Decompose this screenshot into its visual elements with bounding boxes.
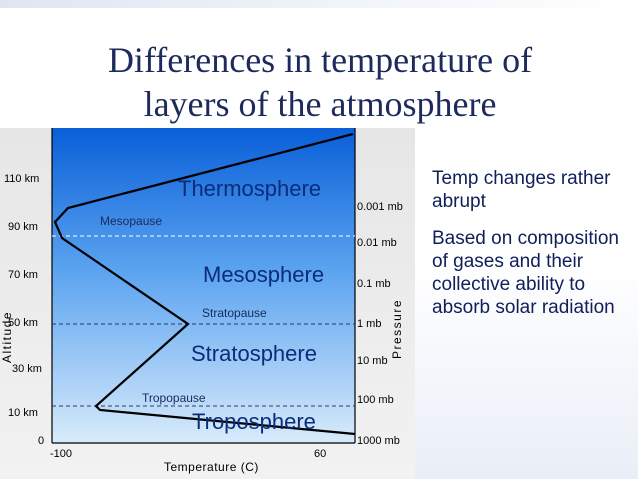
- label-troposphere: Troposphere: [192, 409, 316, 434]
- pres-tick-10: 10 mb: [357, 355, 388, 367]
- sky-gradient: [52, 128, 355, 443]
- alt-tick-90: 90 km: [8, 221, 38, 233]
- alt-tick-10: 10 km: [8, 407, 38, 419]
- atmosphere-diagram: Thermosphere Mesosphere Stratosphere Tro…: [0, 128, 415, 479]
- title-line-2: layers of the atmosphere: [143, 84, 497, 124]
- alt-tick-70: 70 km: [8, 269, 38, 281]
- slide-title: Differences in temperature of layers of …: [60, 38, 580, 126]
- bullet-2: Based on composition of gases and their …: [432, 228, 619, 318]
- pres-tick-0001: 0.001 mb: [357, 201, 403, 213]
- label-mesopause: Mesopause: [100, 214, 162, 228]
- label-stratosphere: Stratosphere: [191, 341, 317, 366]
- label-mesosphere: Mesosphere: [203, 262, 324, 287]
- pres-tick-01: 0.1 mb: [357, 278, 391, 290]
- temperature-profile-line: [53, 132, 356, 436]
- alt-tick-0: 0: [38, 435, 44, 447]
- pres-tick-100: 100 mb: [357, 394, 394, 406]
- pressure-axis-label: Pressure: [390, 299, 404, 359]
- bullet-1: Temp changes rather abrupt: [432, 168, 611, 212]
- slide-accent-bar: [0, 0, 638, 8]
- altitude-axis-label: Altitude: [0, 311, 14, 363]
- pres-tick-001: 0.01 mb: [357, 237, 397, 249]
- label-stratopause: Stratopause: [202, 306, 267, 320]
- temp-tick-60: 60: [314, 448, 326, 460]
- temp-tick-minus100: -100: [50, 448, 72, 460]
- label-thermosphere: Thermosphere: [178, 176, 321, 201]
- alt-tick-110: 110 km: [4, 173, 39, 185]
- label-tropopause: Tropopause: [142, 391, 206, 405]
- temperature-axis-label: Temperature (C): [164, 460, 259, 474]
- pres-tick-1000: 1000 mb: [357, 435, 400, 447]
- alt-tick-30: 30 km: [12, 363, 42, 375]
- alt-tick-50: 50 km: [8, 317, 38, 329]
- pres-tick-1: 1 mb: [357, 318, 381, 330]
- title-line-1: Differences in temperature of: [107, 40, 533, 80]
- bullet-list: Temp changes rather abrupt Based on comp…: [432, 167, 632, 333]
